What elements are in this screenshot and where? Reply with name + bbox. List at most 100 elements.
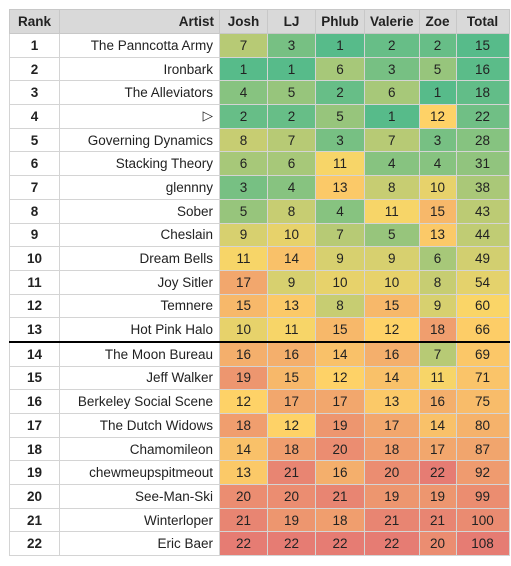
- artist-cell[interactable]: Ironbark: [59, 56, 220, 82]
- josh-score-cell[interactable]: 15: [219, 293, 268, 319]
- artist-cell[interactable]: chewmeupspitmeout: [59, 460, 220, 486]
- column-header-lj[interactable]: LJ: [267, 9, 316, 34]
- valerie-score-cell[interactable]: 15: [364, 293, 420, 319]
- valerie-score-cell[interactable]: 2: [364, 33, 420, 58]
- valerie-score-cell[interactable]: 12: [364, 317, 420, 343]
- rank-cell[interactable]: 19: [9, 460, 60, 486]
- lj-score-cell[interactable]: 4: [267, 175, 316, 200]
- valerie-score-cell[interactable]: 16: [364, 341, 420, 367]
- artist-cell[interactable]: ▷: [59, 104, 220, 129]
- column-header-valerie[interactable]: Valerie: [364, 9, 420, 34]
- phlub-score-cell[interactable]: 7: [315, 222, 365, 248]
- lj-score-cell[interactable]: 12: [267, 413, 316, 438]
- phlub-score-cell[interactable]: 13: [315, 175, 365, 200]
- zoe-score-cell[interactable]: 1: [418, 80, 457, 106]
- artist-cell[interactable]: Winterloper: [59, 507, 220, 533]
- zoe-score-cell[interactable]: 15: [418, 198, 457, 224]
- artist-cell[interactable]: Sober: [59, 198, 220, 224]
- total-score-cell[interactable]: 15: [455, 33, 510, 58]
- total-score-cell[interactable]: 54: [455, 269, 510, 295]
- josh-score-cell[interactable]: 1: [219, 56, 268, 82]
- valerie-score-cell[interactable]: 13: [364, 389, 420, 414]
- josh-score-cell[interactable]: 7: [219, 33, 268, 58]
- total-score-cell[interactable]: 49: [455, 246, 510, 271]
- zoe-score-cell[interactable]: 11: [418, 365, 457, 391]
- lj-score-cell[interactable]: 1: [267, 56, 316, 82]
- josh-score-cell[interactable]: 8: [219, 127, 268, 153]
- lj-score-cell[interactable]: 9: [267, 269, 316, 295]
- josh-score-cell[interactable]: 6: [219, 151, 268, 177]
- phlub-score-cell[interactable]: 5: [315, 104, 365, 129]
- phlub-score-cell[interactable]: 8: [315, 293, 365, 319]
- total-score-cell[interactable]: 22: [455, 104, 510, 129]
- zoe-score-cell[interactable]: 4: [418, 151, 457, 177]
- column-header-artist[interactable]: Artist: [59, 9, 220, 34]
- josh-score-cell[interactable]: 5: [219, 198, 268, 224]
- total-score-cell[interactable]: 38: [455, 175, 510, 200]
- josh-score-cell[interactable]: 19: [219, 365, 268, 391]
- rank-cell[interactable]: 8: [9, 198, 60, 224]
- zoe-score-cell[interactable]: 20: [418, 531, 457, 557]
- lj-score-cell[interactable]: 17: [267, 389, 316, 414]
- rank-cell[interactable]: 1: [9, 33, 60, 58]
- rank-cell[interactable]: 20: [9, 484, 60, 509]
- valerie-score-cell[interactable]: 7: [364, 127, 420, 153]
- josh-score-cell[interactable]: 20: [219, 484, 268, 509]
- rank-cell[interactable]: 5: [9, 127, 60, 153]
- rank-cell[interactable]: 13: [9, 317, 60, 343]
- lj-score-cell[interactable]: 8: [267, 198, 316, 224]
- valerie-score-cell[interactable]: 14: [364, 365, 420, 391]
- phlub-score-cell[interactable]: 14: [315, 341, 365, 367]
- lj-score-cell[interactable]: 3: [267, 33, 316, 58]
- zoe-score-cell[interactable]: 18: [418, 317, 457, 343]
- zoe-score-cell[interactable]: 14: [418, 413, 457, 438]
- artist-cell[interactable]: See-Man-Ski: [59, 484, 220, 509]
- valerie-score-cell[interactable]: 18: [364, 436, 420, 462]
- zoe-score-cell[interactable]: 10: [418, 175, 457, 200]
- artist-cell[interactable]: Cheslain: [59, 222, 220, 248]
- zoe-score-cell[interactable]: 6: [418, 246, 457, 271]
- phlub-score-cell[interactable]: 1: [315, 33, 365, 58]
- total-score-cell[interactable]: 87: [455, 436, 510, 462]
- zoe-score-cell[interactable]: 17: [418, 436, 457, 462]
- total-score-cell[interactable]: 28: [455, 127, 510, 153]
- lj-score-cell[interactable]: 21: [267, 460, 316, 486]
- valerie-score-cell[interactable]: 8: [364, 175, 420, 200]
- column-header-rank[interactable]: Rank: [9, 9, 60, 34]
- lj-score-cell[interactable]: 15: [267, 365, 316, 391]
- artist-cell[interactable]: Governing Dynamics: [59, 127, 220, 153]
- artist-cell[interactable]: Chamomileon: [59, 436, 220, 462]
- total-score-cell[interactable]: 31: [455, 151, 510, 177]
- lj-score-cell[interactable]: 2: [267, 104, 316, 129]
- lj-score-cell[interactable]: 14: [267, 246, 316, 271]
- josh-score-cell[interactable]: 13: [219, 460, 268, 486]
- phlub-score-cell[interactable]: 4: [315, 198, 365, 224]
- total-score-cell[interactable]: 43: [455, 198, 510, 224]
- total-score-cell[interactable]: 108: [455, 531, 510, 557]
- total-score-cell[interactable]: 80: [455, 413, 510, 438]
- josh-score-cell[interactable]: 12: [219, 389, 268, 414]
- phlub-score-cell[interactable]: 3: [315, 127, 365, 153]
- rank-cell[interactable]: 4: [9, 104, 60, 129]
- total-score-cell[interactable]: 18: [455, 80, 510, 106]
- rank-cell[interactable]: 22: [9, 531, 60, 557]
- total-score-cell[interactable]: 92: [455, 460, 510, 486]
- zoe-score-cell[interactable]: 22: [418, 460, 457, 486]
- lj-score-cell[interactable]: 6: [267, 151, 316, 177]
- artist-cell[interactable]: Temnere: [59, 293, 220, 319]
- lj-score-cell[interactable]: 11: [267, 317, 316, 343]
- artist-cell[interactable]: Joy Sitler: [59, 269, 220, 295]
- total-score-cell[interactable]: 99: [455, 484, 510, 509]
- rank-cell[interactable]: 7: [9, 175, 60, 200]
- josh-score-cell[interactable]: 3: [219, 175, 268, 200]
- artist-cell[interactable]: Jeff Walker: [59, 365, 220, 391]
- josh-score-cell[interactable]: 14: [219, 436, 268, 462]
- lj-score-cell[interactable]: 5: [267, 80, 316, 106]
- total-score-cell[interactable]: 60: [455, 293, 510, 319]
- zoe-score-cell[interactable]: 7: [418, 341, 457, 367]
- valerie-score-cell[interactable]: 19: [364, 484, 420, 509]
- total-score-cell[interactable]: 69: [455, 341, 510, 367]
- column-header-phlub[interactable]: Phlub: [315, 9, 365, 34]
- lj-score-cell[interactable]: 20: [267, 484, 316, 509]
- rank-cell[interactable]: 18: [9, 436, 60, 462]
